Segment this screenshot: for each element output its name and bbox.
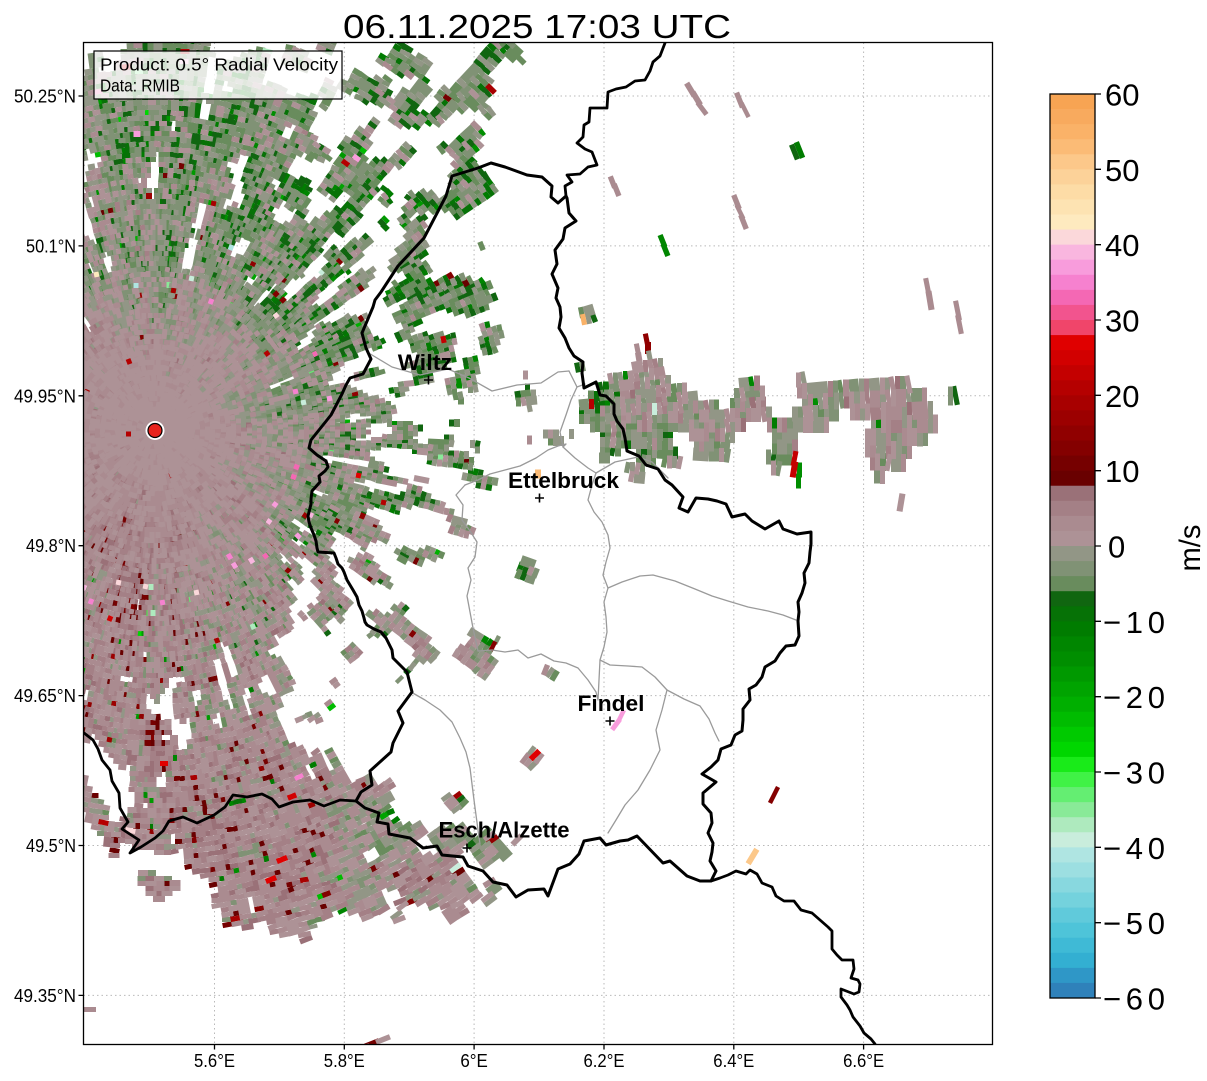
svg-text:50.25°N: 50.25°N	[14, 86, 76, 107]
svg-text:Product: 0.5° Radial Velocity: Product: 0.5° Radial Velocity	[100, 55, 338, 75]
svg-text:40: 40	[1105, 228, 1139, 263]
svg-text:50.1°N: 50.1°N	[26, 235, 76, 256]
svg-text:−40: −40	[1103, 831, 1165, 866]
svg-text:49.8°N: 49.8°N	[26, 535, 76, 556]
svg-text:49.95°N: 49.95°N	[14, 385, 76, 406]
svg-text:Ettelbruck: Ettelbruck	[508, 468, 620, 493]
svg-text:−20: −20	[1103, 680, 1165, 715]
svg-text:−50: −50	[1103, 906, 1165, 941]
svg-text:5.8°E: 5.8°E	[324, 1050, 365, 1071]
svg-text:6°E: 6°E	[460, 1050, 488, 1071]
svg-text:Data: RMIB: Data: RMIB	[100, 76, 180, 96]
svg-text:0: 0	[1108, 530, 1125, 565]
svg-text:−60: −60	[1103, 982, 1165, 1017]
svg-text:60: 60	[1105, 78, 1139, 113]
svg-text:49.5°N: 49.5°N	[26, 835, 76, 856]
svg-text:Findel: Findel	[578, 691, 645, 716]
svg-text:10: 10	[1105, 454, 1139, 489]
svg-text:−30: −30	[1103, 756, 1165, 791]
svg-text:Wiltz: Wiltz	[398, 350, 453, 375]
svg-text:30: 30	[1105, 304, 1139, 339]
svg-text:6.4°E: 6.4°E	[713, 1050, 754, 1071]
svg-text:20: 20	[1105, 379, 1139, 414]
svg-text:−10: −10	[1103, 605, 1165, 640]
svg-text:6.6°E: 6.6°E	[843, 1050, 884, 1071]
svg-text:49.65°N: 49.65°N	[14, 685, 76, 706]
svg-text:5.6°E: 5.6°E	[194, 1050, 235, 1071]
svg-text:6.2°E: 6.2°E	[584, 1050, 625, 1071]
svg-text:50: 50	[1105, 153, 1139, 188]
svg-text:06.11.2025 17:03 UTC: 06.11.2025 17:03 UTC	[343, 8, 731, 45]
svg-text:m/s: m/s	[1174, 525, 1207, 572]
svg-text:49.35°N: 49.35°N	[14, 985, 76, 1006]
svg-text:Esch/Alzette: Esch/Alzette	[439, 818, 570, 843]
